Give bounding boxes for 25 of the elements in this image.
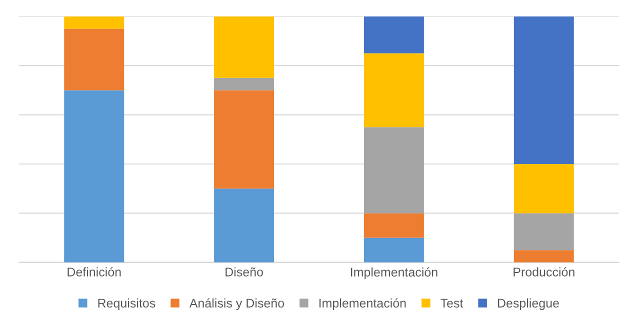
bar — [214, 78, 274, 90]
legend-label: Test — [440, 298, 464, 308]
x-tick-label: Definición — [68, 267, 121, 276]
bar — [64, 90, 124, 262]
bar — [364, 53, 424, 128]
legend-label: Análisis y Diseño — [189, 298, 284, 310]
bar — [214, 188, 274, 262]
bar — [514, 213, 574, 250]
bar — [514, 16, 574, 164]
bar — [514, 164, 574, 214]
legend-label: Implementación — [319, 298, 406, 310]
x-tick-label: Producción — [514, 267, 574, 276]
bar — [364, 238, 424, 262]
bar — [364, 213, 424, 238]
bar — [364, 16, 424, 54]
bar — [64, 16, 124, 29]
bar — [364, 127, 424, 214]
x-tick-label: Diseño — [226, 267, 263, 276]
bar — [214, 90, 274, 189]
bar — [514, 250, 574, 262]
x-tick-label: Implementación — [351, 267, 438, 280]
legend-label: Requisitos — [98, 298, 156, 310]
bar — [214, 16, 274, 78]
bar — [64, 28, 124, 90]
legend-label: Despliegue — [498, 298, 559, 310]
